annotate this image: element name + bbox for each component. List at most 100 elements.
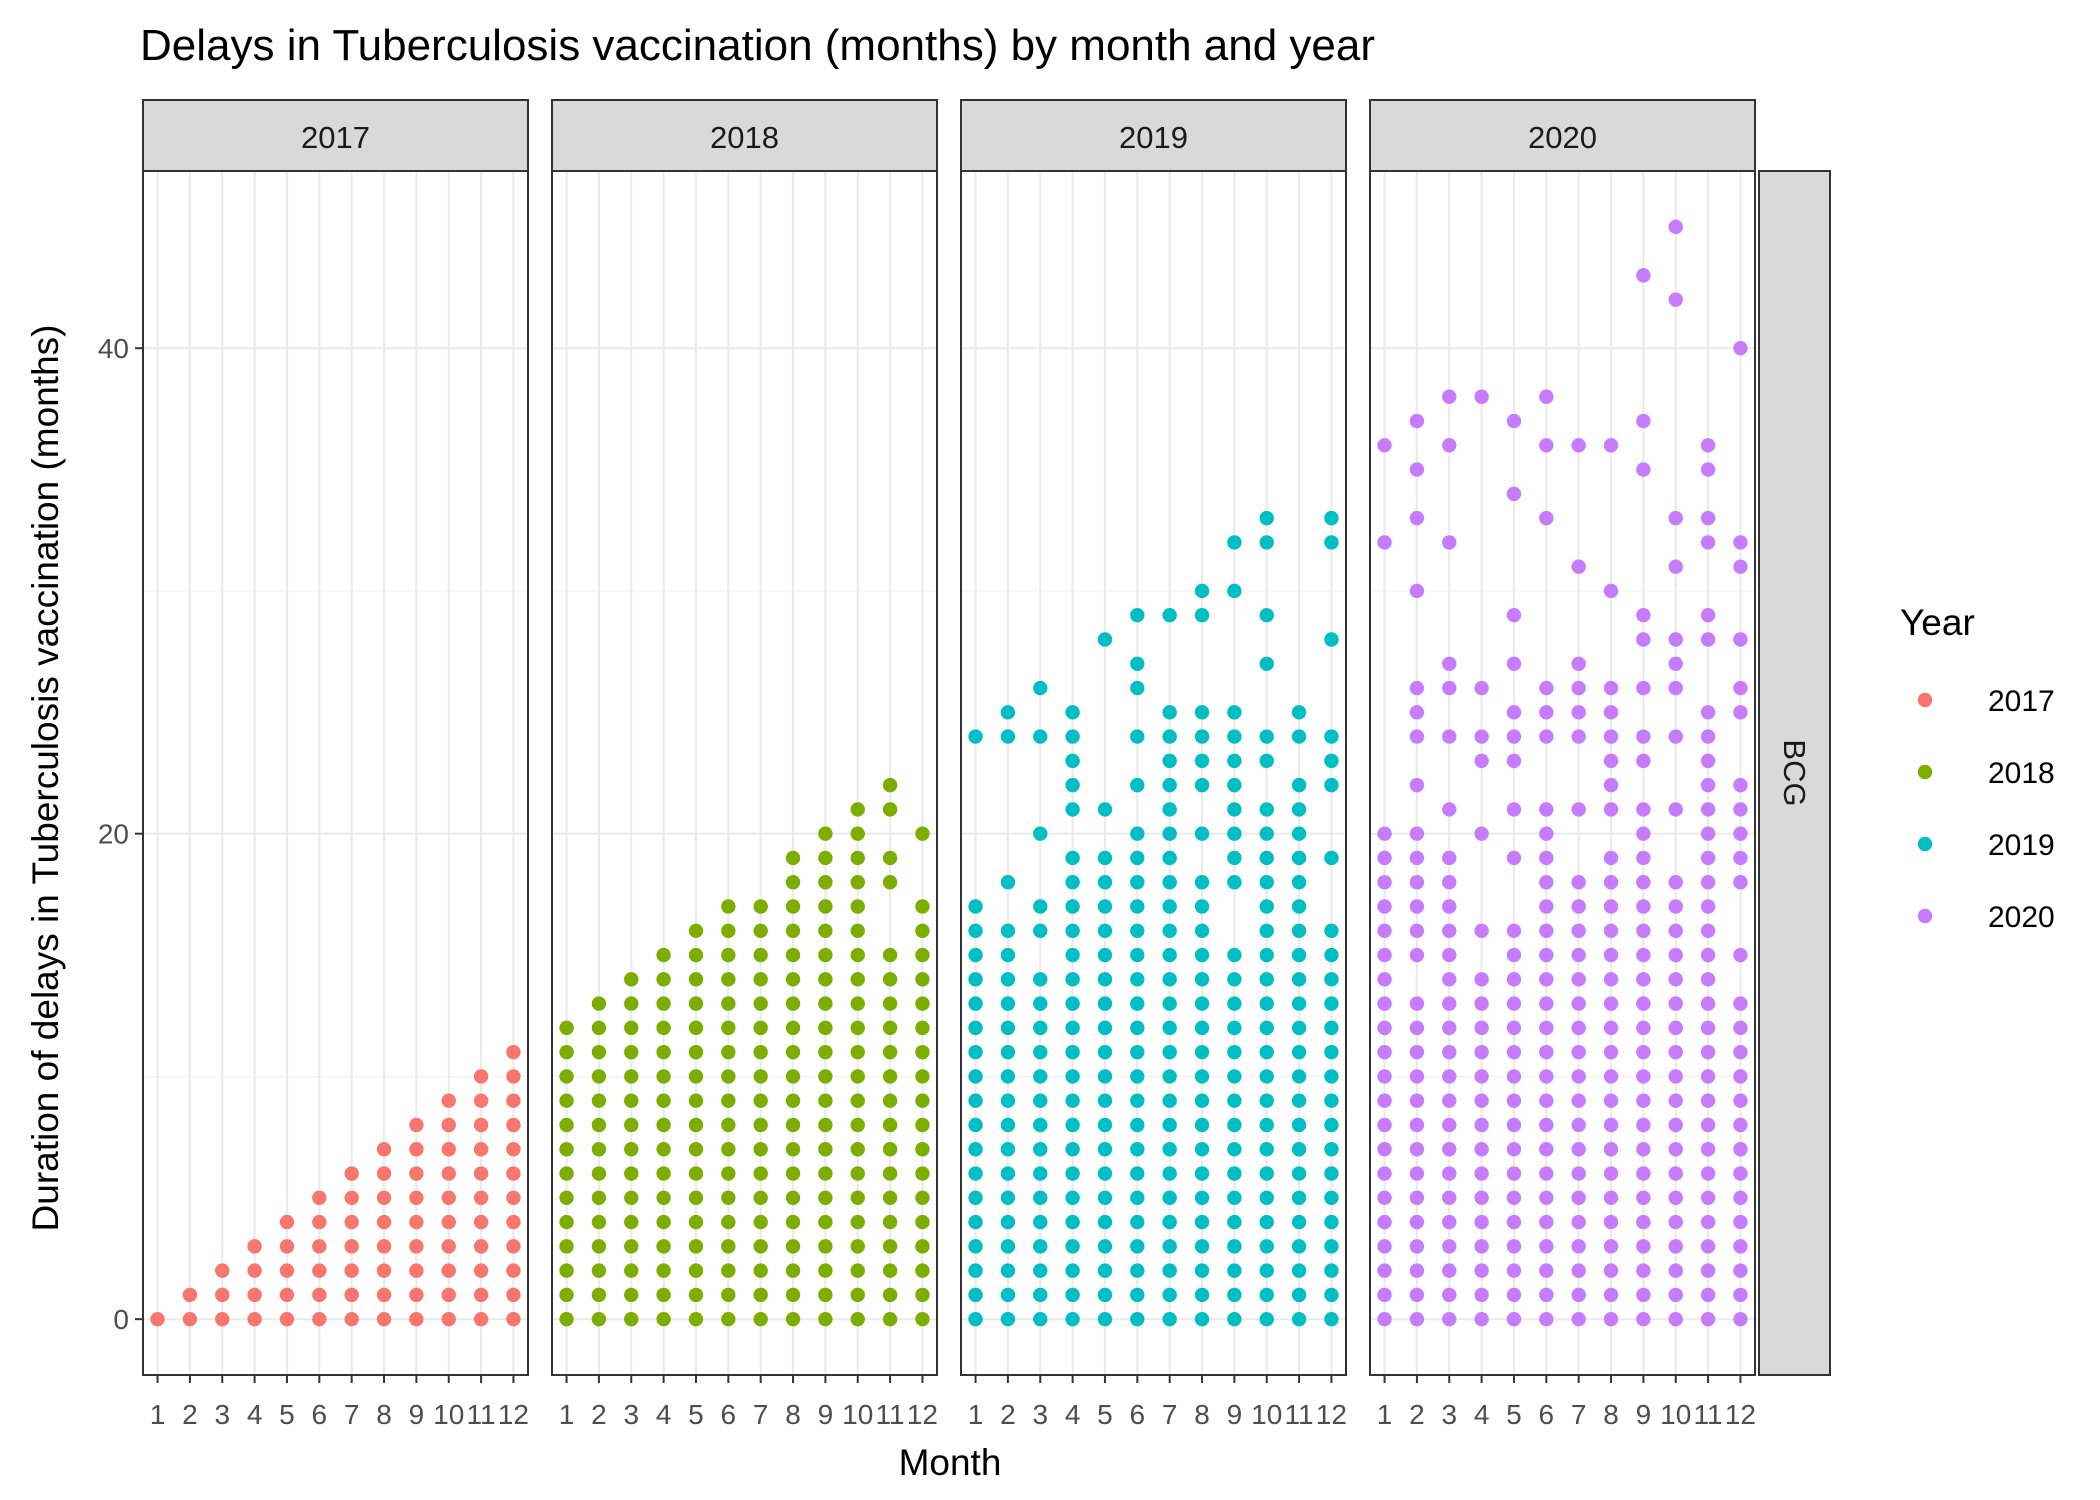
data-point [1409,413,1425,429]
x-tick-label: 3 [1032,1399,1048,1430]
x-tick-label: 5 [279,1399,295,1430]
y-tick-label: 20 [98,819,129,850]
data-point [1636,899,1651,914]
data-point [785,850,801,866]
data-point [1097,1093,1113,1108]
data-point [915,1020,930,1036]
data-point [1571,438,1586,453]
data-point [1162,899,1177,914]
data-point [441,1093,456,1108]
data-point [1097,972,1113,987]
data-point [624,1166,639,1181]
data-point [688,1263,704,1278]
data-point [1733,1117,1748,1133]
data-point [1668,875,1683,890]
data-point [1377,947,1392,963]
data-point [785,899,801,914]
data-point [1539,875,1554,890]
data-point [1442,1263,1457,1278]
data-point [591,1069,607,1084]
data-point [1291,826,1307,841]
data-point [215,1263,230,1278]
panel-border [1369,170,1756,1376]
data-point [1377,850,1392,866]
data-point [688,923,704,938]
data-point [1539,510,1554,526]
data-point [1065,1287,1080,1303]
data-point [1130,729,1145,744]
data-point [1700,1093,1716,1108]
data-point [1506,1044,1522,1060]
data-point [1291,1166,1307,1181]
data-point [656,972,671,987]
data-point [1377,1093,1392,1108]
data-point [1506,1190,1522,1205]
data-point [1603,1311,1619,1327]
x-tick-label: 4 [656,1399,672,1430]
data-point [559,1190,574,1205]
data-point [1291,729,1307,744]
data-point [247,1311,262,1327]
data-point [753,1093,768,1108]
data-point [1162,1044,1177,1060]
x-tick-label: 9 [818,1399,834,1430]
data-point [1065,1044,1080,1060]
data-point [1194,1263,1210,1278]
data-point [1033,1263,1048,1278]
data-point [753,1311,768,1327]
legend-key [1917,836,1933,852]
data-point [818,1020,833,1036]
data-point [1033,1214,1048,1230]
data-point [376,1239,392,1254]
data-point [506,1044,521,1060]
data-point [1700,826,1716,841]
data-point [591,1142,607,1157]
x-tick-label: 1 [1377,1399,1393,1430]
data-point [1097,996,1113,1011]
data-point [1194,1117,1210,1133]
data-point [1442,1117,1457,1133]
x-tick-label: 7 [1571,1399,1587,1430]
data-point [656,1239,671,1254]
data-point [1474,1311,1489,1327]
y-axis-title: Duration of delays in Tuberculosis vacci… [25,325,66,1232]
data-point [968,1190,983,1205]
data-point [1409,923,1425,938]
data-point [656,1020,671,1036]
data-point [1442,1166,1457,1181]
data-point [1130,826,1145,841]
data-point [1506,656,1522,671]
data-point [1700,802,1716,817]
data-point [506,1190,521,1205]
data-point [1291,1214,1307,1230]
data-point [1324,1093,1339,1108]
data-point [1162,1239,1177,1254]
data-point [1194,1142,1210,1157]
panel-background [1370,171,1755,1375]
data-point [1700,777,1716,793]
data-point [1474,826,1489,841]
data-point [721,1190,736,1205]
x-tick-label: 10 [1251,1399,1282,1430]
data-point [441,1311,456,1327]
data-point [1603,438,1619,453]
data-point [1291,923,1307,938]
data-point [1291,1263,1307,1278]
data-point [656,947,671,963]
data-point [753,947,768,963]
data-point [1539,680,1554,696]
x-tick-label: 11 [1694,1399,1723,1430]
data-point [1409,680,1425,696]
data-point [1700,1311,1716,1327]
data-point [753,1239,768,1254]
data-point [753,996,768,1011]
data-point [850,923,865,938]
data-point [441,1239,456,1254]
data-point [1571,1117,1586,1133]
data-point [1539,947,1554,963]
data-point [1000,1239,1016,1254]
data-point [818,1166,833,1181]
data-point [312,1190,327,1205]
data-point [1700,899,1716,914]
data-point [915,1263,930,1278]
